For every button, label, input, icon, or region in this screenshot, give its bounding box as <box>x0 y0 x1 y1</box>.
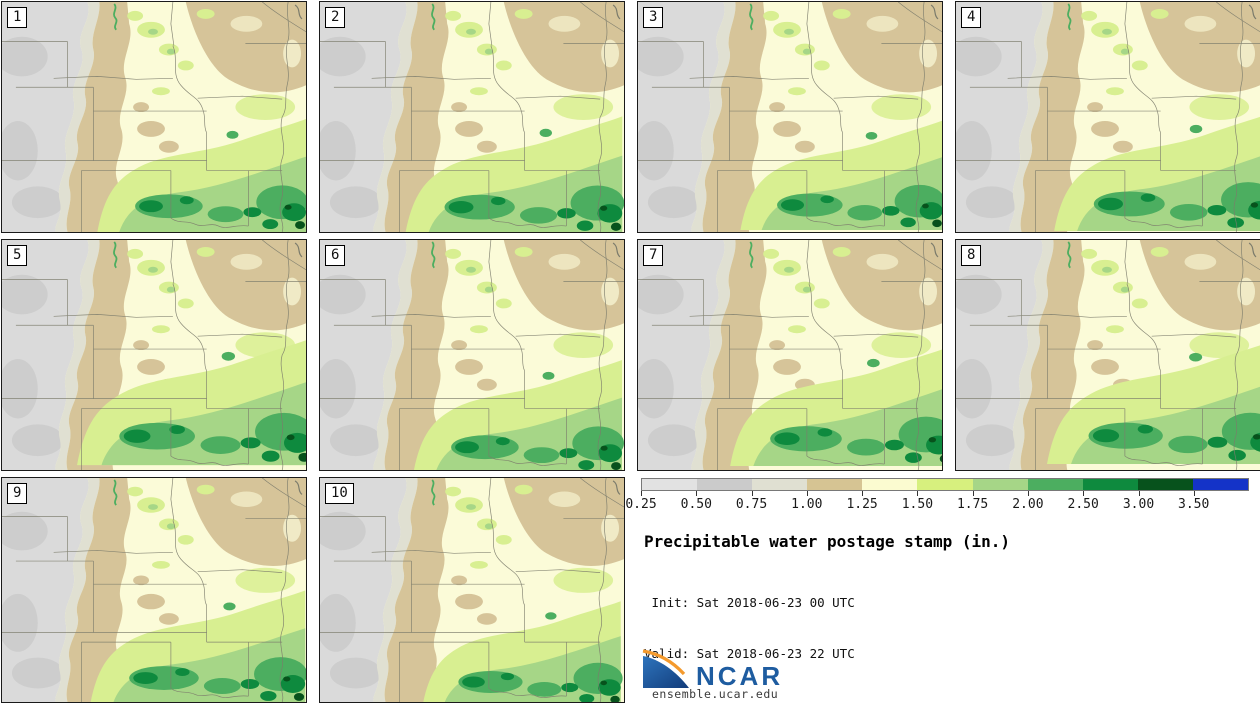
colorbar-segment <box>917 479 973 490</box>
site-url: ensemble.ucar.edu <box>652 687 779 701</box>
panel-number-badge: 10 <box>325 483 354 504</box>
panel-number-badge: 4 <box>961 7 982 28</box>
colorbar-tick <box>917 491 919 496</box>
precip-water-map <box>2 478 306 702</box>
precip-water-map <box>2 240 306 470</box>
map-panel-4: 4 <box>955 1 1260 233</box>
valid-time-line: Valid: Sat 2018-06-23 22 UTC <box>644 646 855 661</box>
map-panel-3: 3 <box>637 1 943 233</box>
precip-water-map <box>320 478 624 702</box>
colorbar-segment <box>697 479 753 490</box>
colorbar-segment <box>752 479 808 490</box>
colorbar-tick <box>1027 491 1029 496</box>
colorbar-legend: 0.25 0.50 0.75 1.00 1.25 1.50 1.75 2.00 2.50 3.00… <box>625 478 1249 512</box>
colorbar-tick <box>696 491 698 496</box>
ncar-swoosh <box>643 656 689 688</box>
branding-block: NCAR ensemble.ucar.edu <box>642 648 862 703</box>
ncar-logo: NCAR <box>642 649 783 688</box>
colorbar <box>641 478 1249 491</box>
map-panel-10: 10 <box>319 477 625 703</box>
precip-water-map <box>2 2 306 232</box>
colorbar-tick <box>751 491 753 496</box>
map-panel-7: 7 <box>637 239 943 471</box>
colorbar-tick-label: 0.25 <box>625 497 657 512</box>
panel-number-badge: 1 <box>7 7 28 28</box>
colorbar-segment <box>807 479 863 490</box>
colorbar-tick-label: 1.50 <box>901 497 934 512</box>
colorbar-tick <box>1083 491 1085 496</box>
colorbar-tick-label: 0.75 <box>735 497 768 512</box>
colorbar-tick-label: 2.50 <box>1067 497 1099 512</box>
panel-number-badge: 7 <box>643 245 664 266</box>
colorbar-tick <box>806 491 808 496</box>
colorbar-tick <box>862 491 864 496</box>
colorbar-segment <box>1082 479 1138 490</box>
colorbar-tick-label: 3.00 <box>1122 497 1155 512</box>
precip-water-map <box>638 240 942 470</box>
figure-title: Precipitable water postage stamp (in.) <box>644 532 1011 551</box>
panel-number-badge: 2 <box>325 7 346 28</box>
init-time-line: Init: Sat 2018-06-23 00 UTC <box>644 595 855 610</box>
ncar-orange-arc <box>642 649 686 676</box>
colorbar-tick-label: 1.25 <box>846 497 878 512</box>
map-panel-6: 6 <box>319 239 625 471</box>
colorbar-tick <box>1193 491 1195 496</box>
map-panel-5: 5 <box>1 239 307 471</box>
colorbar-tick-label: 1.75 <box>956 497 989 512</box>
colorbar-tick-label: 0.50 <box>680 497 712 512</box>
colorbar-tick-label: 3.50 <box>1178 497 1210 512</box>
map-panel-2: 2 <box>319 1 625 233</box>
map-panel-1: 1 <box>1 1 307 233</box>
map-panel-8: 8 <box>955 239 1260 471</box>
panel-number-badge: 8 <box>961 245 982 266</box>
colorbar-segment <box>1137 479 1193 490</box>
colorbar-tick <box>1138 491 1140 496</box>
colorbar-tick-label: 2.00 <box>1012 497 1044 512</box>
colorbar-tick-label: 1.00 <box>791 497 823 512</box>
panel-number-badge: 5 <box>7 245 28 266</box>
ncar-logo-text: NCAR <box>696 661 783 688</box>
panel-number-badge: 9 <box>7 483 28 504</box>
colorbar-tick <box>641 491 642 496</box>
colorbar-segment <box>972 479 1028 490</box>
precip-water-map <box>956 2 1260 232</box>
panel-number-badge: 3 <box>643 7 664 28</box>
colorbar-segment <box>862 479 918 490</box>
precip-water-map <box>320 2 624 232</box>
precip-water-map <box>320 240 624 470</box>
time-info: Init: Sat 2018-06-23 00 UTC Valid: Sat 2… <box>644 560 855 696</box>
colorbar-segment <box>1027 479 1083 490</box>
colorbar-tick <box>972 491 974 496</box>
colorbar-segment <box>642 479 698 490</box>
colorbar-segment <box>1192 479 1249 490</box>
precip-water-map <box>638 2 942 232</box>
map-panel-9: 9 <box>1 477 307 703</box>
precip-water-map <box>956 240 1260 470</box>
panel-number-badge: 6 <box>325 245 346 266</box>
